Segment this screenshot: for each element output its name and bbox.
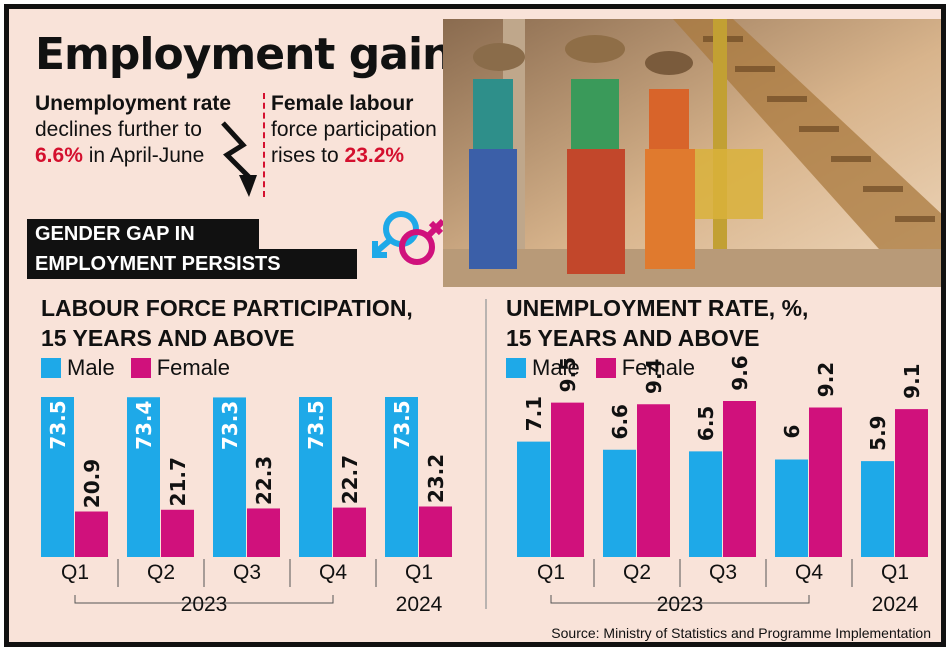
male-value-label-2: 73.4 bbox=[132, 401, 156, 450]
headline: Employment gain bbox=[35, 29, 453, 80]
male-bar-2 bbox=[127, 397, 160, 557]
female-swatch bbox=[595, 358, 616, 378]
female-bar-5 bbox=[419, 506, 452, 557]
gender-symbols-icon bbox=[372, 211, 446, 265]
female-bar-1 bbox=[75, 511, 108, 557]
category-label-5: Q1 bbox=[881, 561, 909, 584]
male-value-label-4: 73.5 bbox=[304, 400, 328, 449]
category-label-5: Q1 bbox=[405, 561, 433, 584]
lead-divider bbox=[263, 93, 265, 197]
female-legend-label: Female bbox=[621, 355, 696, 380]
male-legend-label: Male bbox=[532, 355, 580, 380]
year-label-2024: 2024 bbox=[396, 593, 443, 616]
female-bar-3 bbox=[723, 401, 756, 557]
labour-force-chart-title: LABOUR FORCE PARTICIPATION, 15 YEARS AND… bbox=[41, 293, 413, 353]
category-label-1: Q1 bbox=[61, 561, 89, 584]
year-label-2023: 2023 bbox=[657, 593, 704, 616]
male-value-label-1: 73.5 bbox=[46, 400, 70, 449]
female-value-label-5: 9.1 bbox=[900, 363, 924, 398]
year-label-2024: 2024 bbox=[872, 593, 919, 616]
male-value-label-1: 7.1 bbox=[522, 396, 546, 431]
unemployment-summary-value: 6.6% bbox=[35, 144, 83, 167]
female-participation-text: force participation rises to bbox=[271, 118, 437, 167]
female-participation-summary: Female labour force participation rises … bbox=[271, 91, 441, 169]
male-bar-5 bbox=[385, 397, 418, 557]
year-bracket-2023 bbox=[550, 595, 810, 604]
category-label-4: Q4 bbox=[795, 561, 823, 584]
female-value-label-1: 20.9 bbox=[80, 459, 104, 508]
category-label-2: Q2 bbox=[147, 561, 175, 584]
infographic: Employment gain Unemployment rate declin… bbox=[4, 4, 946, 647]
unemployment-summary-text: declines further to bbox=[35, 118, 202, 141]
unemployment-summary-period: in April-June bbox=[82, 144, 205, 167]
unemployment-summary: Unemployment rate declines further to 6.… bbox=[35, 91, 235, 169]
female-bar-4 bbox=[809, 407, 842, 557]
female-legend-label: Female bbox=[156, 355, 231, 380]
category-label-2: Q2 bbox=[623, 561, 651, 584]
male-value-label-2: 6.6 bbox=[608, 404, 632, 439]
male-legend-label: Male bbox=[67, 355, 115, 380]
female-value-label-5: 23.2 bbox=[424, 454, 448, 503]
female-value-label-4: 9.2 bbox=[814, 362, 838, 397]
male-value-label-5: 73.5 bbox=[390, 400, 414, 449]
female-participation-bold: Female labour bbox=[271, 92, 414, 115]
unemployment-legend: Male Female bbox=[506, 355, 695, 381]
male-value-label-5: 5.9 bbox=[866, 415, 890, 450]
female-bar-5 bbox=[895, 409, 928, 557]
female-bar-3 bbox=[247, 508, 280, 557]
male-bar-1 bbox=[517, 441, 550, 557]
male-swatch bbox=[506, 358, 526, 378]
labour-force-chart: 73.5 20.9 Q1 73.4 21.7 Q2 73.3 22.3 Q3 73.5 22.7 Q4… bbox=[41, 397, 452, 616]
chart-divider bbox=[485, 299, 487, 609]
source-note: Source: Ministry of Statistics and Progr… bbox=[551, 625, 931, 641]
male-value-label-4: 6 bbox=[780, 425, 804, 439]
unemployment-chart: 7.1 9.5 Q1 6.6 9.4 Q2 6.5 9.6 Q3 6 9.2 Q4 5.9 9.1 Q1 20… bbox=[517, 355, 928, 616]
decline-arrow-icon bbox=[221, 121, 257, 197]
category-label-3: Q3 bbox=[233, 561, 261, 584]
female-value-label-2: 21.7 bbox=[166, 457, 190, 506]
male-bar-3 bbox=[689, 451, 722, 557]
gender-gap-banner-line1: GENDER GAP IN bbox=[27, 219, 259, 249]
female-value-label-3: 22.3 bbox=[252, 456, 276, 505]
unemployment-summary-bold: Unemployment rate bbox=[35, 92, 232, 115]
male-swatch bbox=[41, 358, 61, 378]
female-bar-2 bbox=[637, 404, 670, 557]
female-value-label-3: 9.6 bbox=[728, 355, 752, 390]
female-bar-1 bbox=[551, 402, 584, 557]
workers-photo bbox=[443, 19, 941, 287]
category-label-4: Q4 bbox=[319, 561, 347, 584]
female-value-label-4: 22.7 bbox=[338, 455, 362, 504]
unemployment-chart-title-line2: 15 YEARS AND ABOVE bbox=[506, 325, 760, 351]
male-value-label-3: 73.3 bbox=[218, 401, 242, 450]
male-bar-5 bbox=[861, 461, 894, 557]
category-label-1: Q1 bbox=[537, 561, 565, 584]
female-participation-value: 23.2% bbox=[344, 144, 405, 167]
year-label-2023: 2023 bbox=[181, 593, 228, 616]
female-value-label-1: 9.5 bbox=[556, 357, 580, 392]
male-bar-3 bbox=[213, 397, 246, 557]
unemployment-chart-title: UNEMPLOYMENT RATE, %, 15 YEARS AND ABOVE bbox=[506, 293, 808, 353]
year-bracket-2023 bbox=[74, 595, 334, 604]
male-value-label-3: 6.5 bbox=[694, 406, 718, 441]
female-swatch bbox=[130, 358, 151, 378]
male-bar-4 bbox=[775, 459, 808, 557]
labour-force-chart-title-line2: 15 YEARS AND ABOVE bbox=[41, 325, 295, 351]
labour-force-legend: Male Female bbox=[41, 355, 230, 381]
unemployment-chart-title-line1: UNEMPLOYMENT RATE, %, bbox=[506, 295, 809, 321]
female-value-label-2: 9.4 bbox=[642, 359, 666, 394]
gender-gap-banner-line2: EMPLOYMENT PERSISTS bbox=[27, 249, 357, 279]
male-bar-2 bbox=[603, 449, 636, 557]
female-bar-2 bbox=[161, 509, 194, 557]
male-bar-4 bbox=[299, 397, 332, 557]
category-label-3: Q3 bbox=[709, 561, 737, 584]
female-bar-4 bbox=[333, 507, 366, 557]
male-bar-1 bbox=[41, 397, 74, 557]
labour-force-chart-title-line1: LABOUR FORCE PARTICIPATION, bbox=[41, 295, 413, 321]
